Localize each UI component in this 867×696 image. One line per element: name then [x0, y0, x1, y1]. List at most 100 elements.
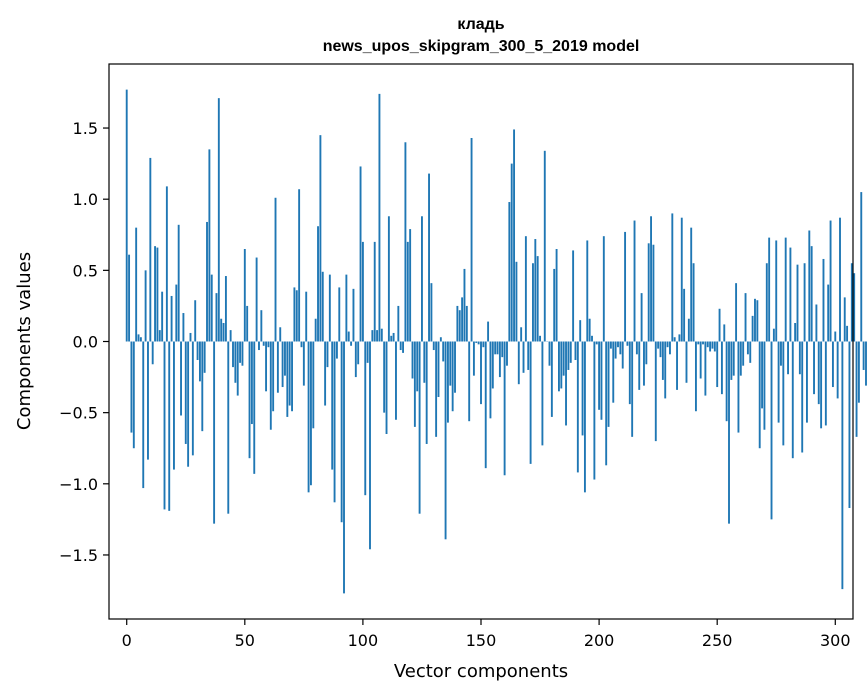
bar-184 [560, 341, 563, 389]
bar-142 [461, 297, 464, 342]
x-tick-label: 150 [466, 631, 497, 650]
y-tick-label: −1.0 [59, 475, 98, 494]
bar-27 [189, 332, 192, 342]
bar-177 [543, 150, 546, 342]
bar-38 [215, 293, 218, 342]
bar-313 [865, 341, 867, 386]
bar-4 [135, 227, 138, 342]
bar-197 [591, 335, 593, 342]
bar-16 [163, 341, 166, 510]
bar-165 [515, 261, 518, 342]
bar-218 [640, 293, 643, 342]
bar-269 [761, 341, 764, 409]
bar-176 [541, 341, 544, 446]
bar-193 [581, 341, 584, 436]
bar-140 [456, 305, 459, 342]
x-axis-ticks: 0 50 100 150 200 250 300 [122, 619, 851, 650]
bar-234 [678, 334, 681, 342]
bar-114 [395, 341, 397, 420]
bar-210 [621, 341, 624, 369]
bar-205 [609, 341, 612, 349]
bar-238 [687, 318, 690, 342]
bar-9 [147, 341, 149, 460]
bar-253 [723, 324, 726, 342]
chart-title: кладь [457, 16, 504, 33]
y-tick-label: 1.0 [73, 190, 98, 209]
bar-31 [198, 341, 201, 382]
bar-202 [602, 236, 605, 342]
bar-79 [312, 341, 315, 429]
bar-148 [475, 341, 478, 343]
bar-24 [182, 313, 185, 342]
bar-241 [694, 341, 697, 412]
bar-207 [614, 341, 617, 359]
bar-170 [527, 341, 530, 370]
bar-64 [276, 341, 279, 393]
bar-298 [829, 220, 832, 342]
bar-261 [742, 341, 745, 366]
bar-124 [418, 341, 421, 514]
x-tick-label: 0 [122, 631, 132, 650]
bar-48 [239, 341, 242, 363]
bar-81 [317, 226, 319, 342]
bar-159 [501, 341, 504, 358]
bar-188 [569, 341, 572, 363]
bar-15 [161, 291, 164, 342]
bar-135 [444, 341, 447, 540]
bar-248 [711, 341, 714, 349]
bar-72 [295, 290, 298, 342]
bar-118 [404, 142, 407, 342]
bar-297 [827, 284, 830, 342]
bar-130 [432, 341, 435, 351]
bars-group [125, 89, 867, 594]
bar-90 [338, 287, 341, 342]
bar-109 [383, 341, 386, 413]
bar-201 [600, 341, 603, 420]
bar-147 [472, 341, 475, 376]
bar-285 [798, 341, 801, 375]
bar-21 [175, 284, 178, 342]
bar-86 [328, 274, 331, 342]
bar-185 [562, 341, 565, 376]
bar-198 [593, 341, 596, 480]
bar-192 [579, 320, 582, 342]
bar-94 [347, 331, 350, 342]
bar-150 [480, 341, 482, 405]
bar-249 [713, 341, 716, 352]
bar-266 [754, 298, 756, 342]
bar-60 [267, 341, 270, 348]
bar-43 [227, 341, 230, 514]
bar-239 [690, 227, 693, 342]
bar-80 [314, 318, 317, 342]
bar-243 [699, 341, 702, 379]
x-tick-label: 300 [820, 631, 851, 650]
bar-67 [284, 341, 286, 376]
bar-103 [369, 341, 371, 550]
bar-17 [165, 186, 168, 342]
bar-49 [241, 341, 244, 366]
bar-149 [477, 341, 480, 345]
bar-44 [229, 330, 232, 342]
bar-155 [491, 341, 494, 389]
bar-288 [806, 341, 808, 423]
bar-179 [548, 341, 551, 366]
bar-110 [385, 341, 388, 434]
bar-153 [487, 321, 490, 342]
bar-62 [272, 341, 275, 412]
bar-12 [154, 246, 156, 342]
bar-200 [598, 341, 601, 410]
bar-30 [196, 341, 199, 360]
bar-274 [772, 328, 775, 342]
bar-45 [232, 341, 234, 368]
bar-70 [291, 341, 293, 412]
bar-255 [728, 341, 730, 524]
bar-129 [430, 283, 433, 342]
bar-293 [817, 341, 820, 405]
chart-subtitle: news_upos_skipgram_300_5_2019 model [323, 38, 640, 55]
bar-92 [343, 341, 345, 594]
bar-221 [647, 243, 650, 342]
bar-242 [697, 341, 700, 345]
bar-65 [279, 327, 282, 342]
bar-83 [321, 271, 324, 342]
